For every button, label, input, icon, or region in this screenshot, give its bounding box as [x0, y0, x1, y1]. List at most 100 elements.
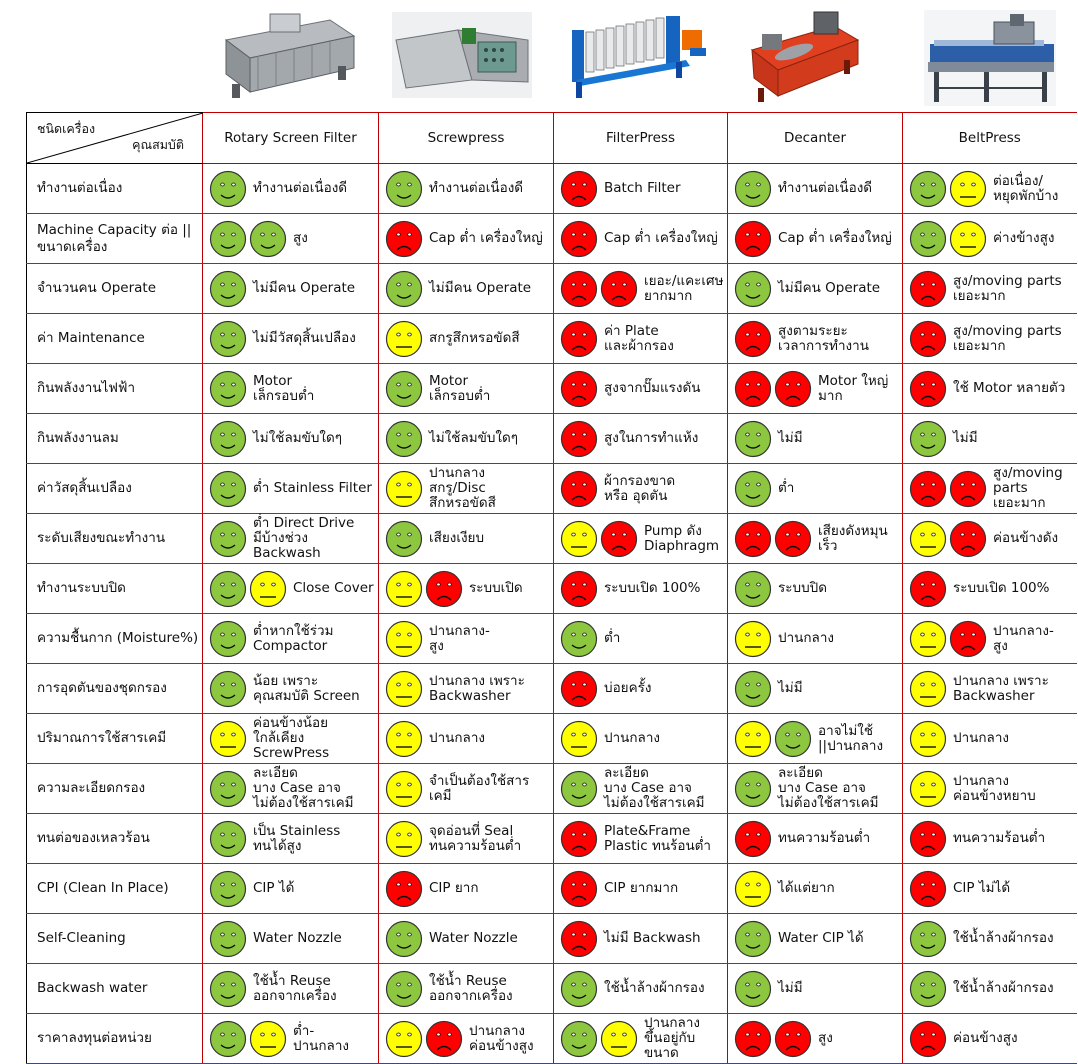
rating-cell: Batch Filter [553, 163, 728, 214]
sad-face-icon [774, 370, 812, 407]
rating-faces [560, 220, 598, 258]
rating-text: สูงในการทำแห้ง [604, 430, 699, 446]
rating-faces [560, 620, 598, 658]
happy-face-icon [385, 270, 423, 307]
happy-face-icon [560, 1020, 598, 1057]
sad-face-icon [560, 270, 598, 307]
sad-face-icon [734, 370, 772, 407]
rating-faces [909, 320, 947, 358]
rating-text: ค่า Plate และผ้ากรอง [604, 322, 674, 354]
happy-face-icon [209, 770, 247, 807]
rating-cell: Motor ใหญ่ มาก [727, 363, 903, 414]
row-label: ระดับเสียงขณะทำงาน [26, 513, 203, 564]
sad-face-icon [560, 220, 598, 257]
rating-faces [909, 920, 947, 958]
neutral-face-icon [385, 820, 423, 857]
rating-cell: อาจไม่ใช้ ||ปานกลาง [727, 713, 903, 764]
corner-header: ชนิดเครื่อง คุณสมบัติ [26, 112, 203, 164]
rating-faces [209, 320, 247, 358]
rating-text: ต่ำ Stainless Filter [253, 480, 372, 496]
rating-text: ระบบเปิด 100% [604, 580, 701, 596]
rating-cell: ทนความร้อนต่ำ [727, 813, 903, 864]
sad-face-icon [560, 570, 598, 607]
rating-text: ปานกลาง เพราะ Backwasher [953, 672, 1049, 704]
rating-faces [734, 520, 812, 558]
happy-face-icon [209, 970, 247, 1007]
rating-cell: ทำงานต่อเนื่องดี [378, 163, 554, 214]
neutral-face-icon [909, 720, 947, 757]
rating-faces [560, 770, 598, 808]
rating-cell: ต่ำ Direct Drive มีบ้างช่วง Backwash [202, 513, 379, 564]
neutral-face-icon [734, 720, 772, 757]
rating-cell: ปานกลาง [727, 613, 903, 664]
rating-cell: ใช้น้ำ Reuse ออกจากเครื่อง [202, 963, 379, 1014]
rating-cell: ระบบเปิด [378, 563, 554, 614]
row-label: จำนวนคน Operate [26, 263, 203, 314]
row-label: Self-Cleaning [26, 913, 203, 964]
rating-text: เสียงดังหมุน เร็ว [818, 522, 888, 554]
happy-face-icon [774, 720, 812, 757]
table-row: จำนวนคน Operate ไม่มีคน Operate ไม่มีคน Op… [26, 263, 1077, 314]
rating-faces [909, 420, 947, 458]
rating-cell: CIP ไม่ได้ [902, 863, 1077, 914]
sad-face-icon [560, 670, 598, 707]
rating-text: Close Cover [293, 580, 374, 596]
happy-face-icon [209, 870, 247, 907]
rating-text: ใช้ Motor หลายตัว [953, 380, 1066, 396]
rating-faces [385, 770, 423, 808]
rating-text: ผ้ากรองขาด หรือ อุดตัน [604, 472, 676, 504]
rating-faces [209, 470, 247, 508]
neutral-face-icon [560, 720, 598, 757]
rating-text: ใช้น้ำ Reuse ออกจากเครื่อง [429, 972, 513, 1004]
rating-cell: ทนความร้อนต่ำ [902, 813, 1077, 864]
rating-faces [385, 220, 423, 258]
rating-faces [909, 820, 947, 858]
rating-faces [209, 920, 247, 958]
neutral-face-icon [385, 670, 423, 707]
rating-text: สูง/moving parts เยอะมาก [993, 465, 1063, 511]
row-label: ความละเอียดกรอง [26, 763, 203, 814]
rating-text: ทนความร้อนต่ำ [953, 830, 1046, 846]
rating-faces [385, 820, 423, 858]
sad-face-icon [734, 320, 772, 357]
rating-cell: จุดอ่อนที่ Seal ทนความร้อนต่ำ [378, 813, 554, 864]
row-label: ค่าวัสดุสิ้นเปลือง [26, 463, 203, 514]
sad-face-icon [734, 1020, 772, 1057]
rating-text: ปานกลาง [778, 630, 834, 646]
happy-face-icon [560, 620, 598, 657]
rating-text: จำเป็นต้องใช้สาร เคมี [429, 772, 530, 804]
rating-faces [560, 720, 598, 758]
rating-cell: ละเอียด บาง Case อาจ ไม่ต้องใช้สารเคมี [553, 763, 728, 814]
rating-text: ละเอียด บาง Case อาจ ไม่ต้องใช้สารเคมี [778, 765, 879, 811]
rating-text: เยอะ/แคะเศษ ยากมาก [644, 272, 724, 304]
rating-faces [209, 670, 247, 708]
rating-text: สูง/moving parts เยอะมาก [953, 272, 1062, 304]
rating-cell: ไม่มี [727, 663, 903, 714]
rating-faces [734, 820, 772, 858]
rating-faces [209, 220, 287, 258]
neutral-face-icon [385, 470, 423, 507]
rating-text: ไม่มีคน Operate [778, 280, 881, 296]
rating-text: ปานกลาง [604, 730, 660, 746]
rating-cell: Cap ต่ำ เครื่องใหญ่ [378, 213, 554, 264]
rating-cell: ต่ำหากใช้ร่วม Compactor [202, 613, 379, 664]
rating-faces [209, 820, 247, 858]
rating-text: บ่อยครั้ง [604, 680, 652, 696]
rating-faces [385, 970, 423, 1008]
neutral-face-icon [949, 220, 987, 257]
neutral-face-icon [949, 170, 987, 207]
happy-face-icon [209, 820, 247, 857]
happy-face-icon [734, 770, 772, 807]
rating-text: ทนความร้อนต่ำ [778, 830, 871, 846]
rating-cell: CIP ยาก [378, 863, 554, 914]
table-row: ค่า Maintenance ไม่มีวัสดุสิ้นเปลือง สกรูส… [26, 313, 1077, 364]
sad-face-icon [600, 520, 638, 557]
happy-face-icon [385, 170, 423, 207]
rating-faces [560, 470, 598, 508]
rating-cell: Water Nozzle [202, 913, 379, 964]
rating-faces [209, 1020, 287, 1058]
rating-faces [909, 170, 987, 208]
rating-text: ต่ำ Direct Drive มีบ้างช่วง Backwash [253, 515, 355, 561]
rating-text: ต่ำ- ปานกลาง [293, 1022, 349, 1054]
rating-faces [560, 370, 598, 408]
